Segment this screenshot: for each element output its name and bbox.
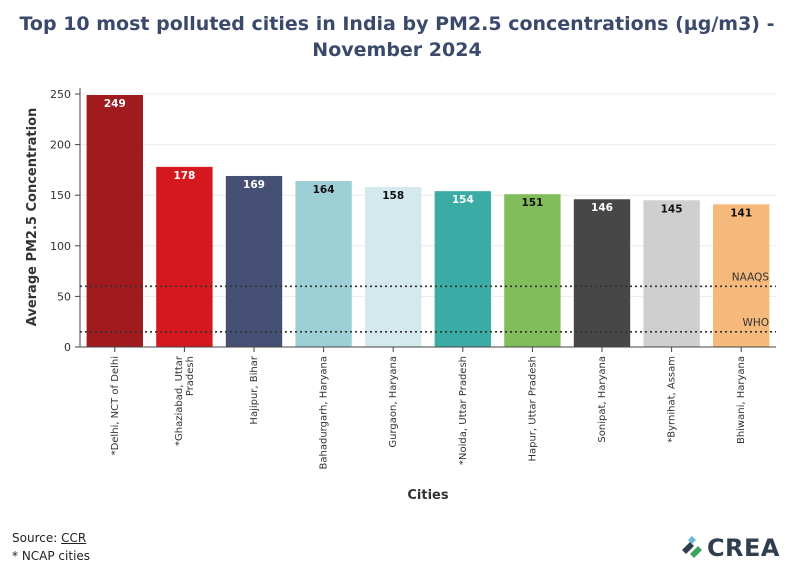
- bar-4: [295, 181, 352, 347]
- source-link[interactable]: CCR: [61, 531, 87, 545]
- bar-1: [86, 95, 143, 348]
- bar-value-label-10: 141: [730, 207, 752, 219]
- crea-logo-text: CREA: [706, 534, 780, 562]
- bar-value-label-4: 164: [313, 184, 335, 196]
- bar-8: [573, 199, 631, 347]
- bar-10: [713, 204, 770, 347]
- bar-2: [156, 166, 213, 347]
- x-tick-label-1: *Delhi, NCT of Delhi: [110, 356, 121, 455]
- x-tick-label-2-line-1: *Ghaziabad, Uttar: [174, 355, 185, 446]
- x-tick-label-7: Hapur, Uttar Pradesh: [527, 356, 538, 462]
- y-axis-title: Average PM2.5 Concentration: [25, 108, 40, 327]
- y-tick-label-250: 250: [50, 88, 71, 101]
- y-axis: 0 50 100 150 200 250: [50, 88, 81, 354]
- source-note: Source: CCR: [12, 531, 86, 545]
- crea-logo: CREA: [680, 534, 780, 562]
- ref-label-naaqs: NAAQS: [732, 271, 770, 283]
- bar-value-label-3: 169: [243, 179, 265, 191]
- bar-value-label-2: 178: [173, 170, 195, 182]
- bar-6: [434, 191, 491, 347]
- ncap-note-text: * NCAP cities: [12, 549, 91, 563]
- source-prefix: Source:: [12, 531, 62, 545]
- bar-3: [225, 175, 283, 347]
- bars: 249 178 169 164 158 154 151 146 145 141: [86, 95, 770, 348]
- bar-5: [365, 187, 422, 347]
- reference-lines: NAAQS WHO: [80, 271, 776, 333]
- x-tick-label-6: *Noida, Uttar Pradesh: [458, 356, 469, 465]
- x-tick-label-10: Bhiwani, Haryana: [736, 356, 747, 444]
- ncap-note: * NCAP cities: [12, 549, 90, 563]
- y-tick-label-100: 100: [50, 240, 71, 253]
- x-tick-label-2-line-2: Pradesh: [185, 356, 196, 396]
- x-tick-label-5: Gurgaon, Haryana: [388, 356, 399, 448]
- y-tick-label-50: 50: [57, 290, 71, 303]
- bar-value-label-5: 158: [382, 190, 404, 202]
- bar-value-label-9: 145: [661, 203, 683, 215]
- chart-title-line-1: Top 10 most polluted cities in India by …: [20, 13, 775, 35]
- chart-title-line-2: November 2024: [312, 39, 481, 61]
- ref-label-who: WHO: [742, 317, 769, 329]
- y-tick-label-150: 150: [50, 189, 71, 202]
- bar-value-label-1: 249: [104, 98, 126, 110]
- y-tick-label-200: 200: [50, 139, 71, 152]
- x-axis-title: Cities: [407, 488, 448, 503]
- x-tick-label-4: Bahadurgarh, Haryana: [319, 356, 330, 469]
- y-tick-label-0: 0: [64, 341, 71, 354]
- bar-9: [643, 200, 700, 347]
- bar-value-label-7: 151: [521, 197, 543, 209]
- x-tick-label-9: *Byrnihat, Assam: [667, 356, 678, 443]
- crea-logo-icon: [681, 536, 702, 558]
- x-tick-label-8: Sonipat, Haryana: [597, 356, 608, 443]
- x-axis: *Delhi, NCT of Delhi *Ghaziabad, Uttar Pra…: [80, 346, 776, 469]
- bar-7: [504, 194, 561, 347]
- bar-value-label-8: 146: [591, 202, 613, 214]
- x-tick-label-3: Hajipur, Bihar: [249, 355, 260, 424]
- bar-value-label-6: 154: [452, 194, 474, 206]
